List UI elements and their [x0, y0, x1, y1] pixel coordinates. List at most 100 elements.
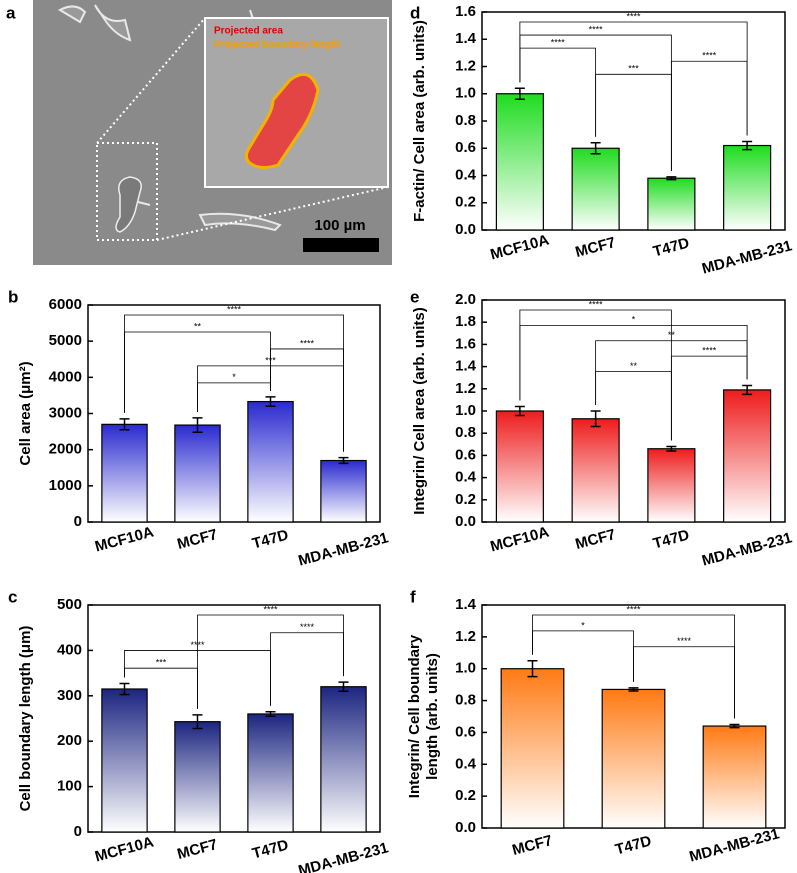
significance-label: *	[581, 620, 585, 630]
significance-label: ***	[265, 355, 276, 365]
scale-label: 100 µm	[314, 217, 365, 234]
significance-bracket	[595, 73, 672, 171]
bar	[320, 686, 367, 833]
x-tick-label: T47D	[250, 836, 290, 862]
significance-label: ***	[628, 64, 639, 74]
bar	[571, 418, 620, 523]
significance-label: ****	[702, 345, 717, 355]
zoom-box	[96, 142, 158, 241]
cells	[57, 4, 282, 232]
y-tick-label: 1.4	[455, 596, 477, 613]
bar	[174, 424, 221, 523]
y-tick-label: 0.6	[455, 446, 476, 463]
bar	[571, 147, 620, 231]
y-tick-label: 200	[57, 732, 82, 749]
y-tick-label: 1.6	[455, 335, 476, 352]
bar	[101, 423, 148, 523]
x-tick-label: MCF7	[175, 526, 219, 553]
y-tick-label: 1.8	[455, 313, 476, 330]
y-tick-label: 0	[74, 513, 82, 530]
image-panel: a Projected area Projected boundary leng…	[6, 0, 392, 265]
significance-label: ****	[227, 304, 242, 314]
error-bar	[590, 410, 601, 428]
bar	[495, 410, 544, 523]
y-tick-label: 1.2	[455, 57, 476, 74]
y-tick-label: 0.0	[455, 513, 476, 530]
legend-entry: Projected area	[214, 26, 283, 37]
y-tick-label: 6000	[49, 296, 82, 313]
x-tick-label: MDA-MB-231	[700, 237, 794, 277]
bar	[702, 725, 767, 829]
y-axis-label: Cell area (μm²)	[17, 361, 34, 465]
x-tick-label: T47D	[613, 832, 653, 858]
y-tick-label: 0.6	[455, 723, 476, 740]
error-bar	[527, 660, 538, 678]
y-axis-label: Integrin/ Cell area (arb. units)	[411, 307, 428, 515]
x-tick-label: T47D	[250, 526, 290, 552]
y-tick-label: 0.4	[455, 166, 477, 183]
y-tick-label: 1.0	[455, 402, 476, 419]
scale-bar	[303, 238, 379, 252]
panel-label: d	[410, 3, 420, 22]
y-tick-label: 2000	[49, 441, 82, 458]
x-tick-label: MCF7	[510, 832, 554, 859]
error-bar	[338, 456, 349, 465]
significance-label: *	[632, 315, 636, 325]
y-tick-label: 400	[57, 641, 82, 658]
y-tick-label: 300	[57, 687, 82, 704]
x-tick-label: MCF10A	[489, 523, 552, 555]
y-tick-label: 5000	[49, 332, 82, 349]
significance-label: ****	[626, 11, 641, 21]
significance-label: ****	[300, 622, 315, 632]
x-tick-label: MDA-MB-231	[296, 839, 390, 873]
significance-bracket	[633, 646, 735, 719]
significance-label: ****	[677, 636, 692, 646]
significance-label: ****	[702, 51, 717, 61]
x-tick-label: MCF7	[574, 526, 618, 553]
error-bar	[119, 682, 130, 696]
significance-bracket	[595, 371, 672, 441]
bar	[101, 688, 148, 833]
y-tick-label: 0.2	[455, 491, 476, 508]
error-bar	[119, 418, 130, 431]
y-tick-label: 500	[57, 596, 82, 613]
bar	[174, 721, 221, 833]
bar	[500, 668, 565, 829]
y-tick-label: 1.6	[455, 3, 476, 20]
x-tick-label: MCF7	[574, 234, 618, 261]
error-bar	[742, 384, 753, 396]
error-bar	[192, 417, 203, 434]
y-tick-label: 3000	[49, 404, 82, 421]
bar	[320, 459, 367, 523]
y-tick-label: 1.2	[455, 380, 476, 397]
error-bar	[590, 142, 601, 155]
plot-frame	[87, 604, 381, 833]
significance-bracket	[197, 382, 271, 412]
significance-label: ****	[551, 38, 566, 48]
x-tick-label: MCF7	[175, 836, 219, 863]
significance-label: **	[194, 321, 202, 331]
x-tick-label: MDA-MB-231	[296, 529, 390, 569]
y-tick-label: 4000	[49, 368, 82, 385]
bar	[601, 688, 666, 829]
y-tick-label: 2.0	[455, 291, 476, 308]
y-tick-label: 100	[57, 778, 82, 795]
y-tick-label: 0.0	[455, 819, 476, 836]
significance-label: ****	[300, 338, 315, 348]
y-tick-label: 0.4	[455, 755, 477, 772]
projected-cell	[244, 72, 320, 169]
y-axis-label: F-actin/ Cell area (arb. units)	[411, 20, 428, 222]
y-tick-label: 1.0	[455, 85, 476, 102]
y-tick-label: 0.8	[455, 424, 476, 441]
significance-bracket	[124, 650, 271, 706]
error-bar	[742, 140, 753, 151]
bar	[495, 93, 544, 231]
x-tick-label: T47D	[651, 234, 691, 260]
y-tick-label: 0.8	[455, 112, 476, 129]
y-tick-label: 1000	[49, 477, 82, 494]
error-bar	[628, 687, 639, 692]
x-tick-label: MCF10A	[93, 833, 156, 865]
significance-label: ****	[263, 604, 278, 614]
bar	[647, 448, 696, 523]
y-axis-label: Integrin/ Cell boundary	[406, 634, 423, 798]
